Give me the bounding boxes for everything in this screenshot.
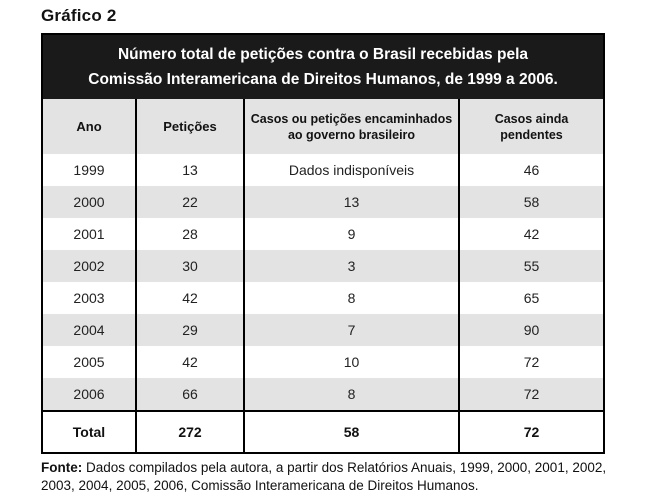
- cell-ano: 2006: [42, 378, 136, 411]
- row-total: Total 272 58 72: [42, 410, 605, 453]
- cell-pendentes: 72: [457, 346, 605, 378]
- table-title-row: Número total de petições contra o Brasil…: [42, 34, 605, 99]
- cell-encaminhados: 8: [243, 282, 459, 314]
- column-header-ano: Ano: [42, 99, 136, 154]
- cell-pendentes: 46: [457, 154, 605, 186]
- column-header-pendentes: Casos ainda pendentes: [457, 99, 605, 154]
- row-2001: 2001 28 9 42: [42, 218, 605, 250]
- source-label: Fonte:: [41, 460, 83, 475]
- cell-encaminhados: 10: [243, 346, 459, 378]
- cell-peticoes: 22: [135, 186, 244, 218]
- cell-encaminhados: Dados indisponíveis: [243, 154, 459, 186]
- row-2003: 2003 42 8 65: [42, 282, 605, 314]
- column-header-encaminhados: Casos ou petições encaminhados ao govern…: [243, 99, 459, 154]
- header-line: pendentes: [500, 127, 563, 142]
- cell-ano: 2005: [42, 346, 136, 378]
- cell-encaminhados: 13: [243, 186, 459, 218]
- source-text: Dados compilados pela autora, a partir d…: [86, 460, 607, 475]
- cell-pendentes: 90: [457, 314, 605, 346]
- cell-encaminhados: 3: [243, 250, 459, 282]
- column-header-row: Ano Petições Casos ou petições encaminha…: [42, 99, 605, 154]
- cell-pendentes: 42: [457, 218, 605, 250]
- cell-peticoes: 66: [135, 378, 244, 411]
- data-table: Número total de petições contra o Brasil…: [41, 33, 606, 454]
- cell-ano: 2003: [42, 282, 136, 314]
- cell-ano: 2002: [42, 250, 136, 282]
- column-header-peticoes: Petições: [135, 99, 244, 154]
- cell-total-peticoes: 272: [135, 410, 244, 453]
- cell-total-encaminhados: 58: [243, 410, 459, 453]
- cell-ano: 2001: [42, 218, 136, 250]
- cell-pendentes: 58: [457, 186, 605, 218]
- cell-peticoes: 30: [135, 250, 244, 282]
- row-2000: 2000 22 13 58: [42, 186, 605, 218]
- cell-ano: 1999: [42, 154, 136, 186]
- cell-peticoes: 29: [135, 314, 244, 346]
- figure-label: Gráfico 2: [41, 6, 117, 25]
- row-2006: 2006 66 8 72: [42, 378, 605, 411]
- source-line: 2003, 2004, 2005, 2006, Comissão Interam…: [41, 478, 479, 493]
- header-line: Casos ainda: [494, 111, 569, 126]
- row-2002: 2002 30 3 55: [42, 250, 605, 282]
- cell-total-label: Total: [42, 410, 136, 453]
- source-line: Fonte: Dados compilados pela autora, a p…: [41, 459, 641, 477]
- table-title-line: Comissão Interamericana de Direitos Huma…: [88, 71, 558, 88]
- cell-pendentes: 55: [457, 250, 605, 282]
- row-1999: 1999 13 Dados indisponíveis 46: [42, 154, 605, 186]
- cell-encaminhados: 7: [243, 314, 459, 346]
- cell-pendentes: 72: [457, 378, 605, 411]
- row-2004: 2004 29 7 90: [42, 314, 605, 346]
- header-line: ao governo brasileiro: [287, 127, 416, 142]
- row-2005: 2005 42 10 72: [42, 346, 605, 378]
- table-title-band: Número total de petições contra o Brasil…: [42, 34, 605, 99]
- header-line: Casos ou petições encaminhados: [250, 111, 453, 126]
- cell-total-pendentes: 72: [457, 410, 605, 453]
- cell-ano: 2000: [42, 186, 136, 218]
- cell-peticoes: 13: [135, 154, 244, 186]
- cell-encaminhados: 8: [243, 378, 459, 411]
- cell-pendentes: 65: [457, 282, 605, 314]
- cell-ano: 2004: [42, 314, 136, 346]
- cell-peticoes: 28: [135, 218, 244, 250]
- source-note: Fonte: Dados compilados pela autora, a p…: [41, 459, 641, 495]
- table-title-line: Número total de petições contra o Brasil…: [117, 46, 529, 63]
- cell-encaminhados: 9: [243, 218, 459, 250]
- cell-peticoes: 42: [135, 282, 244, 314]
- cell-peticoes: 42: [135, 346, 244, 378]
